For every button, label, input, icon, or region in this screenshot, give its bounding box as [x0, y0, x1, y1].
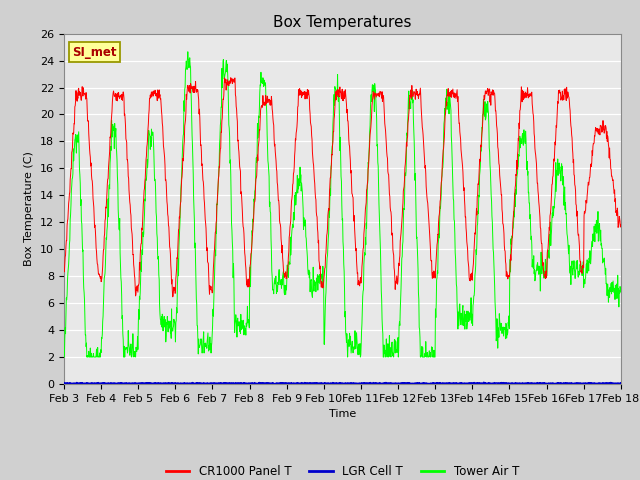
X-axis label: Time: Time	[329, 409, 356, 419]
Text: SI_met: SI_met	[72, 46, 117, 59]
Legend: CR1000 Panel T, LGR Cell T, Tower Air T: CR1000 Panel T, LGR Cell T, Tower Air T	[161, 461, 524, 480]
Y-axis label: Box Temperature (C): Box Temperature (C)	[24, 151, 35, 266]
Title: Box Temperatures: Box Temperatures	[273, 15, 412, 30]
